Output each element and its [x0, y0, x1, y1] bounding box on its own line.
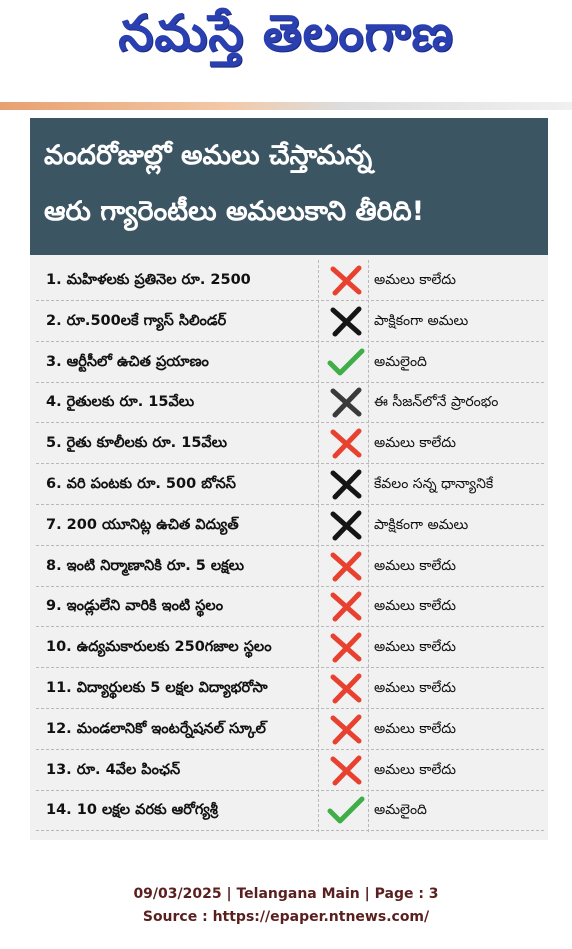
promise: 6. వరి పంటకు రూ. 500 బోనస్ — [46, 476, 236, 492]
promise: 13. రూ. 4వేల పింఛన్ — [46, 761, 181, 778]
cross-icon — [330, 755, 362, 786]
promise: 12. మండలానికో ఇంటర్నేషనల్ స్కూల్ — [46, 720, 266, 737]
headline-box — [30, 118, 548, 255]
headline: ఆరు గ్యారెంటీలు అమలుకాని తీరిది! — [44, 196, 425, 227]
table-row: 10. ఉద్యమకారులకు 250గజాల స్థలం అమలు కాలేద… — [36, 627, 544, 669]
table-row: 14. 10 లక్షల వరకు ఆరోగ్యశ్రీ అమలైంది — [36, 790, 544, 832]
status-icon — [324, 346, 368, 382]
status-icon — [324, 590, 368, 626]
status: అమలు కాలేదు — [374, 598, 457, 615]
status: పాక్షికంగా అమలు — [374, 312, 469, 329]
table-row: 8. ఇంటి నిర్మాణానికి రూ. 5 లక్షలు అమలు కా… — [36, 546, 544, 587]
promise: 7. 200 యూనిట్ల ఉచిత విద్యుత్ — [46, 516, 239, 533]
cross-icon — [330, 469, 362, 500]
status-icon — [324, 631, 368, 667]
table-row: 12. మండలానికో ఇంటర్నేషనల్ స్కూల్ అమలు కాల… — [36, 709, 544, 750]
status: అమలైంది — [374, 353, 427, 370]
status-icon — [324, 305, 368, 341]
status-icon — [324, 509, 368, 545]
cross-icon — [330, 510, 362, 541]
table-row: 13. రూ. 4వేల పింఛన్ అమలు కాలేదు — [36, 750, 544, 791]
promise: 10. ఉద్యమకారులకు 250గజాల స్థలం — [46, 639, 272, 656]
status: అమలు కాలేదు — [374, 639, 457, 656]
status-icon — [324, 550, 368, 586]
status: అమలైంది — [374, 802, 427, 819]
divider — [0, 102, 572, 110]
cross-icon — [330, 591, 362, 622]
status: పాక్షికంగా అమలు — [374, 516, 469, 533]
table-row: 2. రూ.500లకే గ్యాస్ సిలిండర్ పాక్షికంగా అ… — [36, 301, 544, 342]
status-icon — [324, 672, 368, 708]
table-row: 6. వరి పంటకు రూ. 500 బోనస్ కేవలం సన్న ధాన… — [36, 464, 544, 505]
status: అమలు కాలేదు — [374, 680, 457, 696]
check-icon — [327, 348, 365, 376]
status: అమలు కాలేదు — [374, 720, 457, 737]
cross-icon — [330, 387, 362, 418]
cross-icon — [330, 551, 362, 582]
promise: 8. ఇంటి నిర్మాణానికి రూ. 5 లక్షలు — [46, 557, 245, 574]
promise: 1. మహిళలకు ప్రతినెల రూ. 2500 — [46, 272, 251, 288]
status-icon — [324, 468, 368, 504]
promise: 11. విద్యార్థులకు 5 లక్షల విద్యాభరోసా — [46, 680, 268, 696]
table-row: 5. రైతు కూలీలకు రూ. 15వేలు అమలు కాలేదు — [36, 423, 544, 465]
cross-icon — [330, 632, 362, 663]
cross-icon — [330, 673, 362, 704]
headline: వందరోజుల్లో అమలు చేస్తామన్న — [44, 140, 373, 171]
footer-date: 09/03/2025 | Telangana Main | Page : 3 — [133, 886, 439, 902]
status-icon — [324, 713, 368, 749]
table-row: 11. విద్యార్థులకు 5 లక్షల విద్యాభరోసా అమల… — [36, 668, 544, 709]
table-row: 1. మహిళలకు ప్రతినెల రూ. 2500 అమలు కాలేదు — [36, 260, 544, 301]
cross-icon — [330, 428, 362, 459]
promise: 5. రైతు కూలీలకు రూ. 15వేలు — [46, 435, 228, 452]
column-rule — [368, 260, 369, 832]
column-rule — [318, 260, 319, 832]
status-icon — [324, 427, 368, 463]
promise: 2. రూ.500లకే గ్యాస్ సిలిండర్ — [46, 312, 227, 329]
table-row: 4. రైతులకు రూ. 15వేలు ఈ సీజన్‌లోనే ప్రారం… — [36, 382, 544, 424]
promise: 4. రైతులకు రూ. 15వేలు — [46, 394, 195, 411]
status: అమలు కాలేదు — [374, 272, 457, 288]
status: అమలు కాలేదు — [374, 761, 457, 778]
promise: 9. ఇండ్లులేని వారికి ఇంటి స్థలం — [46, 598, 224, 615]
table-row: 7. 200 యూనిట్ల ఉచిత విద్యుత్ పాక్షికంగా అ… — [36, 505, 544, 546]
status-icon — [324, 264, 368, 300]
footer-source: Source : https://epaper.ntnews.com/ — [142, 909, 430, 925]
status-icon — [324, 794, 368, 830]
status: ఈ సీజన్‌లోనే ప్రారంభం — [374, 394, 499, 411]
status: అమలు కాలేదు — [374, 557, 457, 574]
table-row: 9. ఇండ్లులేని వారికి ఇంటి స్థలం అమలు కాలే… — [36, 586, 544, 628]
status: కేవలం సన్న ధాన్యానికే — [374, 476, 494, 492]
masthead: నమస్తే తెలంగాణ — [118, 4, 454, 62]
promise: 14. 10 లక్షల వరకు ఆరోగ్యశ్రీ — [46, 802, 218, 819]
status-icon — [324, 754, 368, 790]
cross-icon — [330, 714, 362, 745]
cross-icon — [330, 265, 362, 296]
status: అమలు కాలేదు — [374, 435, 457, 452]
status-icon — [324, 386, 368, 422]
promise: 3. ఆర్టీసీలో ఉచిత ప్రయాణం — [46, 353, 209, 370]
table-row: 3. ఆర్టీసీలో ఉచిత ప్రయాణం అమలైంది — [36, 342, 544, 383]
check-icon — [327, 796, 365, 824]
cross-icon — [330, 306, 362, 337]
